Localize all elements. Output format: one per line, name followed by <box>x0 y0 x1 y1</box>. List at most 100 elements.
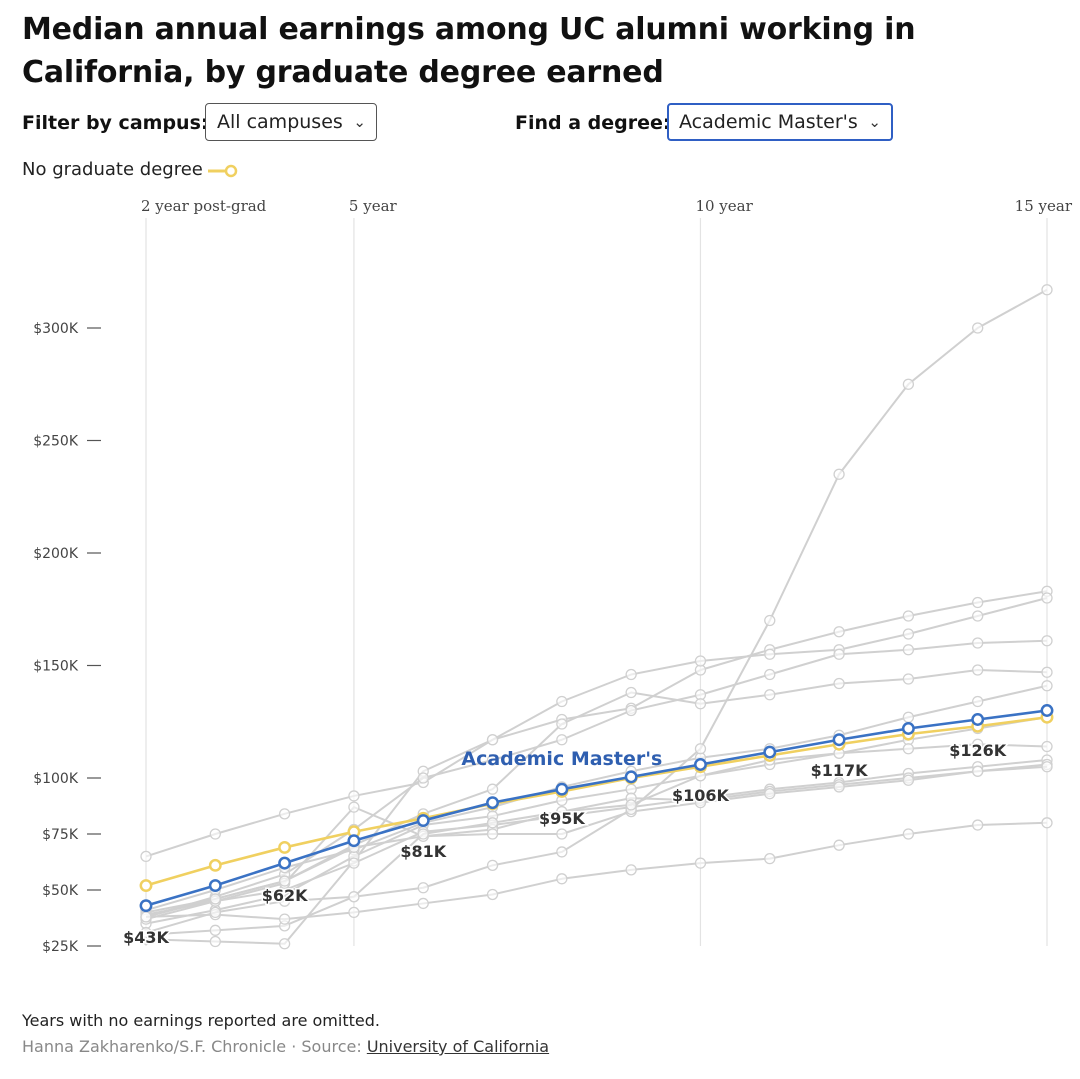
campus-select[interactable]: All campuses ⌄ <box>205 103 377 141</box>
other-series-point <box>764 689 776 701</box>
other-series-point <box>972 322 984 334</box>
other-series-point <box>972 765 984 777</box>
footnote: Years with no earnings reported are omit… <box>22 1011 380 1030</box>
other-series-point <box>486 754 499 766</box>
other-series-line <box>145 597 1048 858</box>
other-series-point <box>972 610 984 622</box>
other-series-point <box>209 906 221 919</box>
other-series-point <box>764 788 776 800</box>
academic-masters-series-point <box>347 834 361 848</box>
y-tick-label: $25K <box>42 939 79 955</box>
series-name-label: Academic Master's <box>461 748 662 770</box>
other-series-line <box>145 759 1048 916</box>
other-series-point <box>625 864 637 876</box>
other-series-point <box>972 738 984 750</box>
y-tick-label: $250K <box>33 434 79 450</box>
academic-masters-series-point <box>555 782 569 796</box>
y-tick-label: $100K <box>33 771 79 787</box>
other-series-point <box>486 783 499 795</box>
other-series-point <box>417 772 429 784</box>
legend-no-grad-label: No graduate degree <box>22 159 203 180</box>
other-series-point <box>486 859 499 872</box>
other-series-point <box>1041 284 1053 296</box>
other-series-point <box>694 796 707 809</box>
academic-masters-series-point <box>624 770 638 784</box>
other-series-point <box>833 626 845 638</box>
credit-prefix: Hanna Zakharenko/S.F. Chronicle · Source… <box>22 1037 367 1056</box>
other-series-line <box>145 590 1048 945</box>
other-series-point <box>902 711 915 723</box>
other-series-point <box>1041 635 1053 647</box>
other-series-point <box>625 704 637 717</box>
other-series-line <box>145 765 1048 918</box>
value-label: $62K <box>262 886 308 905</box>
other-series-line <box>145 684 1048 912</box>
other-series-line <box>145 743 1048 934</box>
other-series-point <box>972 637 984 649</box>
other-series-point <box>209 935 221 948</box>
campus-filter-label: Filter by campus: <box>22 112 209 134</box>
academic-masters-series-line <box>145 709 1048 907</box>
academic-masters-series-point <box>208 879 222 892</box>
other-series-point <box>764 668 776 681</box>
other-series-point <box>348 790 360 802</box>
other-series-point <box>278 875 291 887</box>
other-series-point <box>972 596 984 609</box>
no-grad-series-point <box>139 879 153 892</box>
other-series-point <box>764 614 776 627</box>
other-series-point <box>140 926 152 939</box>
other-series-point <box>486 828 499 840</box>
other-series-point <box>417 828 429 840</box>
value-label: $43K <box>123 928 169 947</box>
y-tick-label: $75K <box>42 827 79 843</box>
academic-masters-series-point <box>694 758 707 771</box>
x-tick-label: 5 year <box>349 197 398 215</box>
academic-masters-series-point <box>832 733 846 747</box>
other-series-point <box>833 468 845 480</box>
other-series-point <box>348 891 360 903</box>
other-series-point <box>278 938 291 950</box>
academic-masters-series-point <box>971 713 985 726</box>
other-series-point <box>348 801 360 813</box>
legend-no-grad-swatch <box>208 164 238 178</box>
y-tick-label: $50K <box>42 883 79 899</box>
source-link[interactable]: University of California <box>366 1037 550 1056</box>
chevron-down-icon: ⌄ <box>868 113 881 131</box>
other-series-point <box>833 648 845 660</box>
value-label: $126K <box>949 741 1007 760</box>
other-series-point <box>902 828 915 840</box>
other-series-point <box>902 610 915 622</box>
other-series-point <box>348 857 360 869</box>
academic-masters-series-point <box>763 745 777 759</box>
other-series-point <box>278 808 291 820</box>
other-series-point <box>1041 761 1053 773</box>
degree-select[interactable]: Academic Master's ⌄ <box>667 103 893 141</box>
no-grad-series-line <box>145 715 1048 887</box>
other-series-line <box>145 763 1048 921</box>
other-series-point <box>833 839 845 851</box>
other-series-point <box>972 664 984 676</box>
other-series-line <box>145 821 1048 921</box>
credit-line: Hanna Zakharenko/S.F. Chronicle · Source… <box>22 1037 549 1056</box>
academic-masters-series-point <box>486 796 499 810</box>
other-series-point <box>764 852 776 865</box>
other-series-point <box>764 648 776 660</box>
y-tick-label: $300K <box>33 321 79 337</box>
other-series-point <box>1041 740 1053 753</box>
other-series-point <box>556 734 568 746</box>
academic-masters-series-point <box>278 856 292 870</box>
other-series-point <box>209 924 221 936</box>
other-series-point <box>556 805 568 818</box>
other-series-line <box>145 639 1048 918</box>
other-series-point <box>1041 592 1053 604</box>
other-series-point <box>278 895 291 907</box>
x-tick-label: 2 year post-grad <box>141 197 267 215</box>
x-tick-label: 15 year <box>1015 197 1073 215</box>
x-tick-label: 10 year <box>695 197 753 215</box>
y-tick-label: $200K <box>33 546 79 562</box>
degree-select-value: Academic Master's <box>679 111 858 133</box>
academic-masters-series-point <box>901 722 915 735</box>
other-series-point <box>417 897 429 910</box>
other-series-point <box>694 655 707 667</box>
other-series-point <box>833 677 845 690</box>
